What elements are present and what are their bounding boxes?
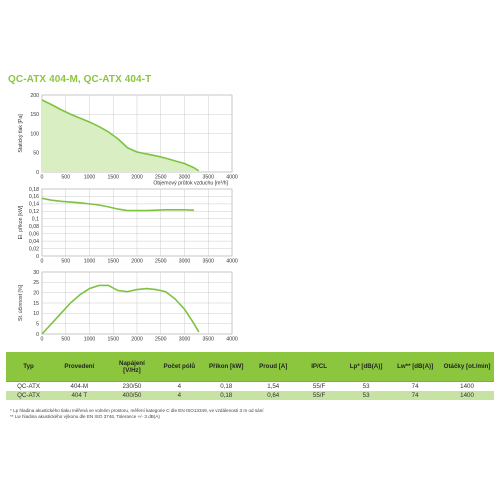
- col-header: Počet pólů: [156, 352, 203, 382]
- table-cell: 404 T: [51, 391, 108, 400]
- spec-table-header: Typ Provedení Napájení [V/Hz] Počet pólů…: [6, 352, 494, 382]
- y-axis-label: St. účinnost [%]: [18, 284, 24, 321]
- x-tick-label: 1000: [84, 337, 96, 343]
- series-line: [41, 284, 200, 335]
- x-tick-label: 0: [41, 337, 44, 343]
- x-tick-label: 0: [41, 259, 44, 265]
- table-cell: 0,18: [202, 381, 251, 391]
- table-cell: QC-ATX: [6, 381, 52, 391]
- table-cell: 55/F: [296, 381, 342, 391]
- table-cell: 4: [156, 381, 203, 391]
- series-line: [41, 99, 200, 172]
- x-tick-label: 500: [61, 259, 70, 265]
- x-axis-label: Objemový průtok vzduchu [m³/h]: [153, 180, 228, 187]
- table-cell: 4: [156, 391, 203, 400]
- col-header: IP/CL: [296, 352, 342, 382]
- col-header: Napájení [V/Hz]: [107, 352, 157, 382]
- y-tick-label: 200: [30, 93, 39, 99]
- col-header: Typ: [6, 352, 52, 382]
- table-cell: QC-ATX: [6, 391, 52, 400]
- x-tick-label: 2500: [155, 259, 167, 265]
- x-tick-label: 0: [41, 175, 44, 181]
- y-tick-label: 30: [33, 270, 39, 276]
- x-tick-label: 2500: [155, 337, 167, 343]
- y-tick-label: 0,04: [29, 239, 39, 245]
- col-header: Otáčky [ot./min]: [440, 352, 494, 382]
- x-tick-label: 3000: [179, 175, 191, 181]
- y-tick-label: 0,06: [29, 231, 39, 237]
- table-cell: 400/50: [107, 391, 157, 400]
- chart-panel-3: 0 500 1000 1500 2000 2500 3000 3500 4000 0 5 10 15 20…: [18, 270, 238, 343]
- chart-panel-2: 0 500 1000 1500 2000 2500 3000 3500 400000,020,0…: [18, 187, 238, 265]
- y-tick-label: 0: [36, 170, 39, 176]
- y-tick-label: 10: [33, 311, 39, 317]
- table-cell: 1,54: [250, 381, 297, 391]
- chart-panel-1: 0 500 1000 1500 2000 2500 3000 3500 4000 0 50 100 15…: [18, 93, 238, 187]
- table-cell: 53: [341, 391, 391, 400]
- table-row: QC-ATX 404-M 230/50 4 0,18 1,54 55/F 53 …: [6, 381, 494, 391]
- table-cell: 1400: [440, 381, 494, 391]
- table-cell: 1400: [440, 391, 494, 400]
- table-cell: 230/50: [107, 381, 157, 391]
- table-cell: 0,18: [202, 391, 251, 400]
- y-tick-label: 20: [33, 290, 39, 296]
- x-tick-label: 1500: [107, 337, 119, 343]
- col-header: Lw** [dB(A)]: [390, 352, 441, 382]
- spec-table: Typ Provedení Napájení [V/Hz] Počet pólů…: [6, 352, 494, 400]
- table-cell: 55/F: [296, 391, 342, 400]
- x-tick-label: 2500: [155, 175, 167, 181]
- x-tick-label: 3000: [179, 259, 191, 265]
- footnotes: * Lp hladina akustického tlaku měřená ve…: [10, 408, 264, 420]
- x-tick-label: 2000: [131, 259, 143, 265]
- y-tick-label: 25: [33, 280, 39, 286]
- x-tick-label: 3500: [202, 175, 214, 181]
- col-header: Lp* [dB(A)]: [341, 352, 391, 382]
- x-tick-label: 1000: [84, 175, 96, 181]
- footnote: * Lp hladina akustického tlaku měřená ve…: [10, 408, 264, 413]
- col-header: Proud [A]: [250, 352, 297, 382]
- table-cell: 74: [390, 381, 441, 391]
- x-tick-label: 3500: [202, 259, 214, 265]
- table-cell: 404-M: [51, 381, 108, 391]
- x-tick-label: 4000: [226, 337, 238, 343]
- x-tick-label: 4000: [226, 175, 238, 181]
- y-tick-label: 0,02: [29, 246, 39, 252]
- table-cell: 0,64: [250, 391, 297, 400]
- y-tick-label: 150: [30, 112, 39, 118]
- y-tick-label: 0,16: [29, 194, 39, 200]
- y-tick-label: 0: [36, 332, 39, 338]
- y-tick-label: 50: [33, 151, 39, 157]
- y-tick-label: 0: [36, 254, 39, 260]
- y-tick-label: 0,12: [29, 209, 39, 215]
- x-tick-label: 3500: [202, 337, 214, 343]
- y-axis-label: El. příkon [kW]: [18, 205, 24, 239]
- x-tick-label: 2000: [131, 337, 143, 343]
- product-title: QC-ATX 404-M, QC-ATX 404-T: [8, 74, 152, 85]
- x-tick-label: 4000: [226, 259, 238, 265]
- col-header: Příkon [kW]: [202, 352, 251, 382]
- col-header: Provedení: [51, 352, 108, 382]
- y-tick-label: 0,08: [29, 224, 39, 230]
- x-tick-label: 1500: [107, 175, 119, 181]
- y-tick-label: 0,14: [29, 202, 39, 208]
- y-tick-label: 0,18: [29, 187, 39, 193]
- y-tick-label: 5: [36, 321, 39, 327]
- footnote: ** Lw hladina akustického výkonu dle EN …: [10, 414, 160, 420]
- table-cell: 74: [390, 391, 441, 400]
- y-tick-label: 0,1: [32, 217, 39, 223]
- x-tick-label: 1000: [84, 259, 96, 265]
- x-tick-label: 500: [61, 175, 70, 181]
- table-cell: 53: [341, 381, 391, 391]
- table-row: QC-ATX 404 T 400/50 4 0,18 0,64 55/F 53 …: [6, 391, 494, 400]
- x-tick-label: 2000: [131, 175, 143, 181]
- y-tick-label: 100: [30, 131, 39, 137]
- y-axis-label: Statický tlak [Pa]: [18, 114, 24, 153]
- area-fill: [42, 100, 199, 172]
- x-tick-label: 3000: [179, 337, 191, 343]
- x-tick-label: 500: [61, 337, 70, 343]
- x-tick-label: 1500: [107, 259, 119, 265]
- y-tick-label: 15: [33, 301, 39, 307]
